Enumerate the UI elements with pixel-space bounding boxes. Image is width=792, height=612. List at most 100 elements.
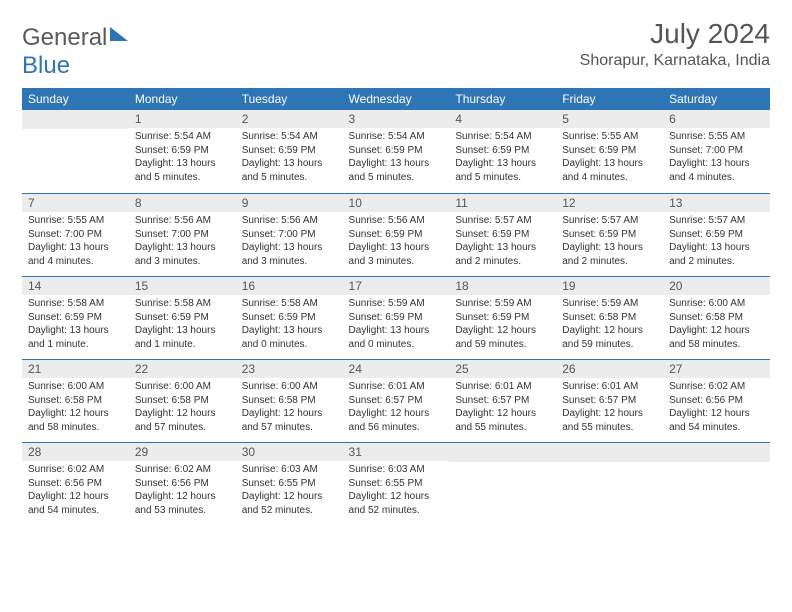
calendar-head: SundayMondayTuesdayWednesdayThursdayFrid… (22, 88, 770, 110)
daylight-line: Daylight: 13 hours and 0 minutes. (242, 324, 337, 351)
daylight-line: Daylight: 13 hours and 3 minutes. (242, 241, 337, 268)
sunrise-line: Sunrise: 6:00 AM (28, 380, 123, 394)
day-cell: 5Sunrise: 5:55 AMSunset: 6:59 PMDaylight… (556, 110, 663, 194)
day-cell: 12Sunrise: 5:57 AMSunset: 6:59 PMDayligh… (556, 194, 663, 277)
day-header: Sunday (22, 88, 129, 110)
sunrise-line: Sunrise: 6:00 AM (135, 380, 230, 394)
sunset-line: Sunset: 6:59 PM (562, 144, 657, 158)
day-content: Sunrise: 5:57 AMSunset: 6:59 PMDaylight:… (663, 212, 770, 276)
sunrise-line: Sunrise: 5:59 AM (349, 297, 444, 311)
daylight-line: Daylight: 13 hours and 1 minute. (135, 324, 230, 351)
day-cell: 21Sunrise: 6:00 AMSunset: 6:58 PMDayligh… (22, 360, 129, 443)
sunset-line: Sunset: 6:58 PM (242, 394, 337, 408)
sunrise-line: Sunrise: 5:58 AM (135, 297, 230, 311)
daylight-line: Daylight: 12 hours and 52 minutes. (349, 490, 444, 517)
day-header: Saturday (663, 88, 770, 110)
day-number: 17 (343, 277, 450, 295)
day-cell: 26Sunrise: 6:01 AMSunset: 6:57 PMDayligh… (556, 360, 663, 443)
day-cell: 4Sunrise: 5:54 AMSunset: 6:59 PMDaylight… (449, 110, 556, 194)
day-cell: 19Sunrise: 5:59 AMSunset: 6:58 PMDayligh… (556, 277, 663, 360)
day-cell: 8Sunrise: 5:56 AMSunset: 7:00 PMDaylight… (129, 194, 236, 277)
day-cell: 15Sunrise: 5:58 AMSunset: 6:59 PMDayligh… (129, 277, 236, 360)
daylight-line: Daylight: 13 hours and 1 minute. (28, 324, 123, 351)
daylight-line: Daylight: 12 hours and 54 minutes. (669, 407, 764, 434)
sunrise-line: Sunrise: 5:55 AM (28, 214, 123, 228)
day-number: 30 (236, 443, 343, 461)
day-number: 16 (236, 277, 343, 295)
day-number: 9 (236, 194, 343, 212)
day-cell (663, 443, 770, 527)
day-cell: 20Sunrise: 6:00 AMSunset: 6:58 PMDayligh… (663, 277, 770, 360)
sunset-line: Sunset: 6:59 PM (455, 228, 550, 242)
day-number: 24 (343, 360, 450, 378)
daylight-line: Daylight: 12 hours and 58 minutes. (28, 407, 123, 434)
day-content (663, 462, 770, 526)
day-content: Sunrise: 6:00 AMSunset: 6:58 PMDaylight:… (663, 295, 770, 359)
day-number: 4 (449, 110, 556, 128)
day-cell: 30Sunrise: 6:03 AMSunset: 6:55 PMDayligh… (236, 443, 343, 527)
sunrise-line: Sunrise: 5:54 AM (349, 130, 444, 144)
sunrise-line: Sunrise: 5:56 AM (242, 214, 337, 228)
day-header: Tuesday (236, 88, 343, 110)
sunrise-line: Sunrise: 5:54 AM (455, 130, 550, 144)
title-block: July 2024 Shorapur, Karnataka, India (580, 18, 770, 70)
day-number: 10 (343, 194, 450, 212)
sunset-line: Sunset: 6:59 PM (242, 144, 337, 158)
sunrise-line: Sunrise: 5:57 AM (669, 214, 764, 228)
daylight-line: Daylight: 12 hours and 53 minutes. (135, 490, 230, 517)
day-cell: 23Sunrise: 6:00 AMSunset: 6:58 PMDayligh… (236, 360, 343, 443)
day-content: Sunrise: 5:54 AMSunset: 6:59 PMDaylight:… (343, 128, 450, 192)
sunset-line: Sunset: 6:59 PM (349, 144, 444, 158)
day-cell (22, 110, 129, 194)
sunset-line: Sunset: 6:58 PM (562, 311, 657, 325)
sunrise-line: Sunrise: 5:58 AM (242, 297, 337, 311)
day-number: 27 (663, 360, 770, 378)
sunset-line: Sunset: 6:57 PM (349, 394, 444, 408)
day-cell (556, 443, 663, 527)
sunrise-line: Sunrise: 6:01 AM (455, 380, 550, 394)
daylight-line: Daylight: 13 hours and 3 minutes. (135, 241, 230, 268)
day-content: Sunrise: 5:54 AMSunset: 6:59 PMDaylight:… (236, 128, 343, 192)
day-content: Sunrise: 5:56 AMSunset: 7:00 PMDaylight:… (129, 212, 236, 276)
daylight-line: Daylight: 13 hours and 5 minutes. (349, 157, 444, 184)
logo-text-2: Blue (22, 52, 70, 80)
month-title: July 2024 (580, 18, 770, 50)
day-number: 3 (343, 110, 450, 128)
day-cell: 24Sunrise: 6:01 AMSunset: 6:57 PMDayligh… (343, 360, 450, 443)
sunset-line: Sunset: 6:59 PM (669, 228, 764, 242)
daylight-line: Daylight: 13 hours and 2 minutes. (562, 241, 657, 268)
sunrise-line: Sunrise: 5:57 AM (455, 214, 550, 228)
day-cell: 27Sunrise: 6:02 AMSunset: 6:56 PMDayligh… (663, 360, 770, 443)
sunset-line: Sunset: 6:58 PM (28, 394, 123, 408)
calendar-body: 1Sunrise: 5:54 AMSunset: 6:59 PMDaylight… (22, 110, 770, 526)
day-content: Sunrise: 6:02 AMSunset: 6:56 PMDaylight:… (129, 461, 236, 525)
day-content: Sunrise: 5:59 AMSunset: 6:59 PMDaylight:… (343, 295, 450, 359)
sunrise-line: Sunrise: 5:55 AM (562, 130, 657, 144)
day-content: Sunrise: 5:55 AMSunset: 7:00 PMDaylight:… (663, 128, 770, 192)
sunset-line: Sunset: 6:57 PM (562, 394, 657, 408)
sunrise-line: Sunrise: 6:02 AM (669, 380, 764, 394)
day-header: Monday (129, 88, 236, 110)
sunrise-line: Sunrise: 6:00 AM (242, 380, 337, 394)
sunset-line: Sunset: 6:55 PM (349, 477, 444, 491)
day-cell: 22Sunrise: 6:00 AMSunset: 6:58 PMDayligh… (129, 360, 236, 443)
day-number: 23 (236, 360, 343, 378)
day-content: Sunrise: 5:59 AMSunset: 6:58 PMDaylight:… (556, 295, 663, 359)
sunset-line: Sunset: 6:56 PM (135, 477, 230, 491)
sunrise-line: Sunrise: 6:02 AM (28, 463, 123, 477)
day-cell: 13Sunrise: 5:57 AMSunset: 6:59 PMDayligh… (663, 194, 770, 277)
day-cell: 16Sunrise: 5:58 AMSunset: 6:59 PMDayligh… (236, 277, 343, 360)
daylight-line: Daylight: 12 hours and 52 minutes. (242, 490, 337, 517)
sunset-line: Sunset: 7:00 PM (669, 144, 764, 158)
sunrise-line: Sunrise: 5:59 AM (455, 297, 550, 311)
sunrise-line: Sunrise: 5:54 AM (135, 130, 230, 144)
sunrise-line: Sunrise: 6:01 AM (562, 380, 657, 394)
day-number: 25 (449, 360, 556, 378)
day-content: Sunrise: 6:01 AMSunset: 6:57 PMDaylight:… (556, 378, 663, 442)
daylight-line: Daylight: 12 hours and 59 minutes. (562, 324, 657, 351)
day-number: 22 (129, 360, 236, 378)
day-cell: 10Sunrise: 5:56 AMSunset: 6:59 PMDayligh… (343, 194, 450, 277)
logo: General (22, 24, 130, 52)
day-content (22, 129, 129, 193)
day-cell: 6Sunrise: 5:55 AMSunset: 7:00 PMDaylight… (663, 110, 770, 194)
